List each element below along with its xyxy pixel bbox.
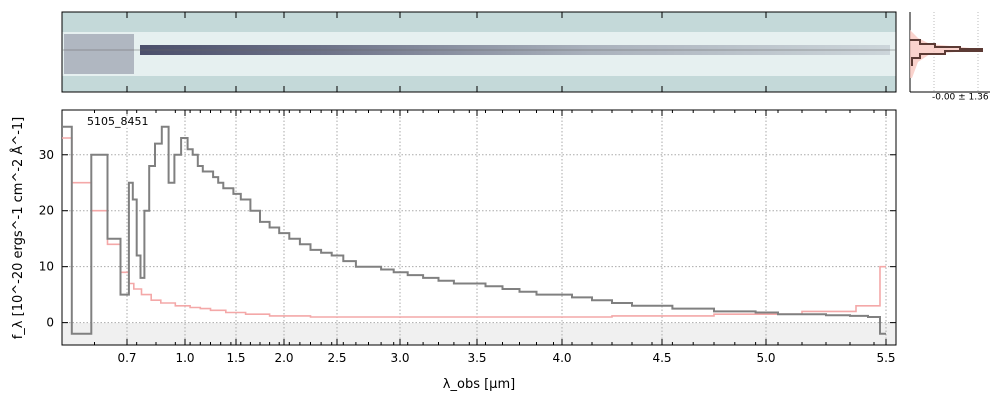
spectrum-1d-panel: 0.7 1.0 1.5 2.0 2.5 3.0 3.5 4.0 4.5 5.0 5.5 0 10 20 3…: [39, 109, 897, 365]
x-tick-label: 3.5: [467, 351, 486, 365]
x-tick-label: 3.0: [390, 351, 409, 365]
trace-noise-region: [64, 34, 134, 74]
object-label: 5105_8451: [87, 115, 149, 128]
spectrum-2d-trace: [62, 34, 896, 74]
spectrum-2d-panel: [61, 11, 897, 93]
x-tick-label: 1.5: [226, 351, 245, 365]
zero-band: [62, 323, 896, 345]
series-layer: [62, 125, 886, 335]
y-tick-label: 30: [39, 148, 54, 162]
spectrum-2d-ticks: [126, 12, 887, 92]
series-line: [62, 125, 886, 335]
x-axis-label: λ_obs [μm]: [443, 377, 515, 392]
x-tick-label: 5.0: [756, 351, 775, 365]
spectrum-2d-background: [62, 76, 896, 92]
x-tick-label: 2.0: [274, 351, 293, 365]
spectrum-2d-background: [62, 12, 896, 33]
x-tick-label: 0.7: [117, 351, 136, 365]
x-tick-label: 2.5: [327, 351, 346, 365]
x-tick-label: 4.5: [652, 351, 671, 365]
x-tick-label: 4.0: [552, 351, 571, 365]
y-tick-label: 0: [46, 316, 54, 330]
y-axis-ticks: 0 10 20 30: [39, 148, 896, 330]
x-tick-label: 5.5: [876, 351, 895, 365]
y-axis-label: f_λ [10^-20 ergs^-1 cm^-2 Å^-1]: [10, 117, 26, 340]
y-tick-label: 20: [39, 204, 54, 218]
series-line: [62, 137, 886, 318]
profile-annotation: -0.00 ± 1.36: [932, 93, 989, 103]
grid: [62, 110, 896, 345]
y-tick-label: 10: [39, 260, 54, 274]
x-tick-label: 1.0: [175, 351, 194, 365]
profile-panel: -0.00 ± 1.36: [909, 12, 990, 103]
profile-line: [910, 39, 983, 66]
x-axis-ticks: 0.7 1.0 1.5 2.0 2.5 3.0 3.5 4.0 4.5 5.0 5.5: [94, 110, 897, 365]
